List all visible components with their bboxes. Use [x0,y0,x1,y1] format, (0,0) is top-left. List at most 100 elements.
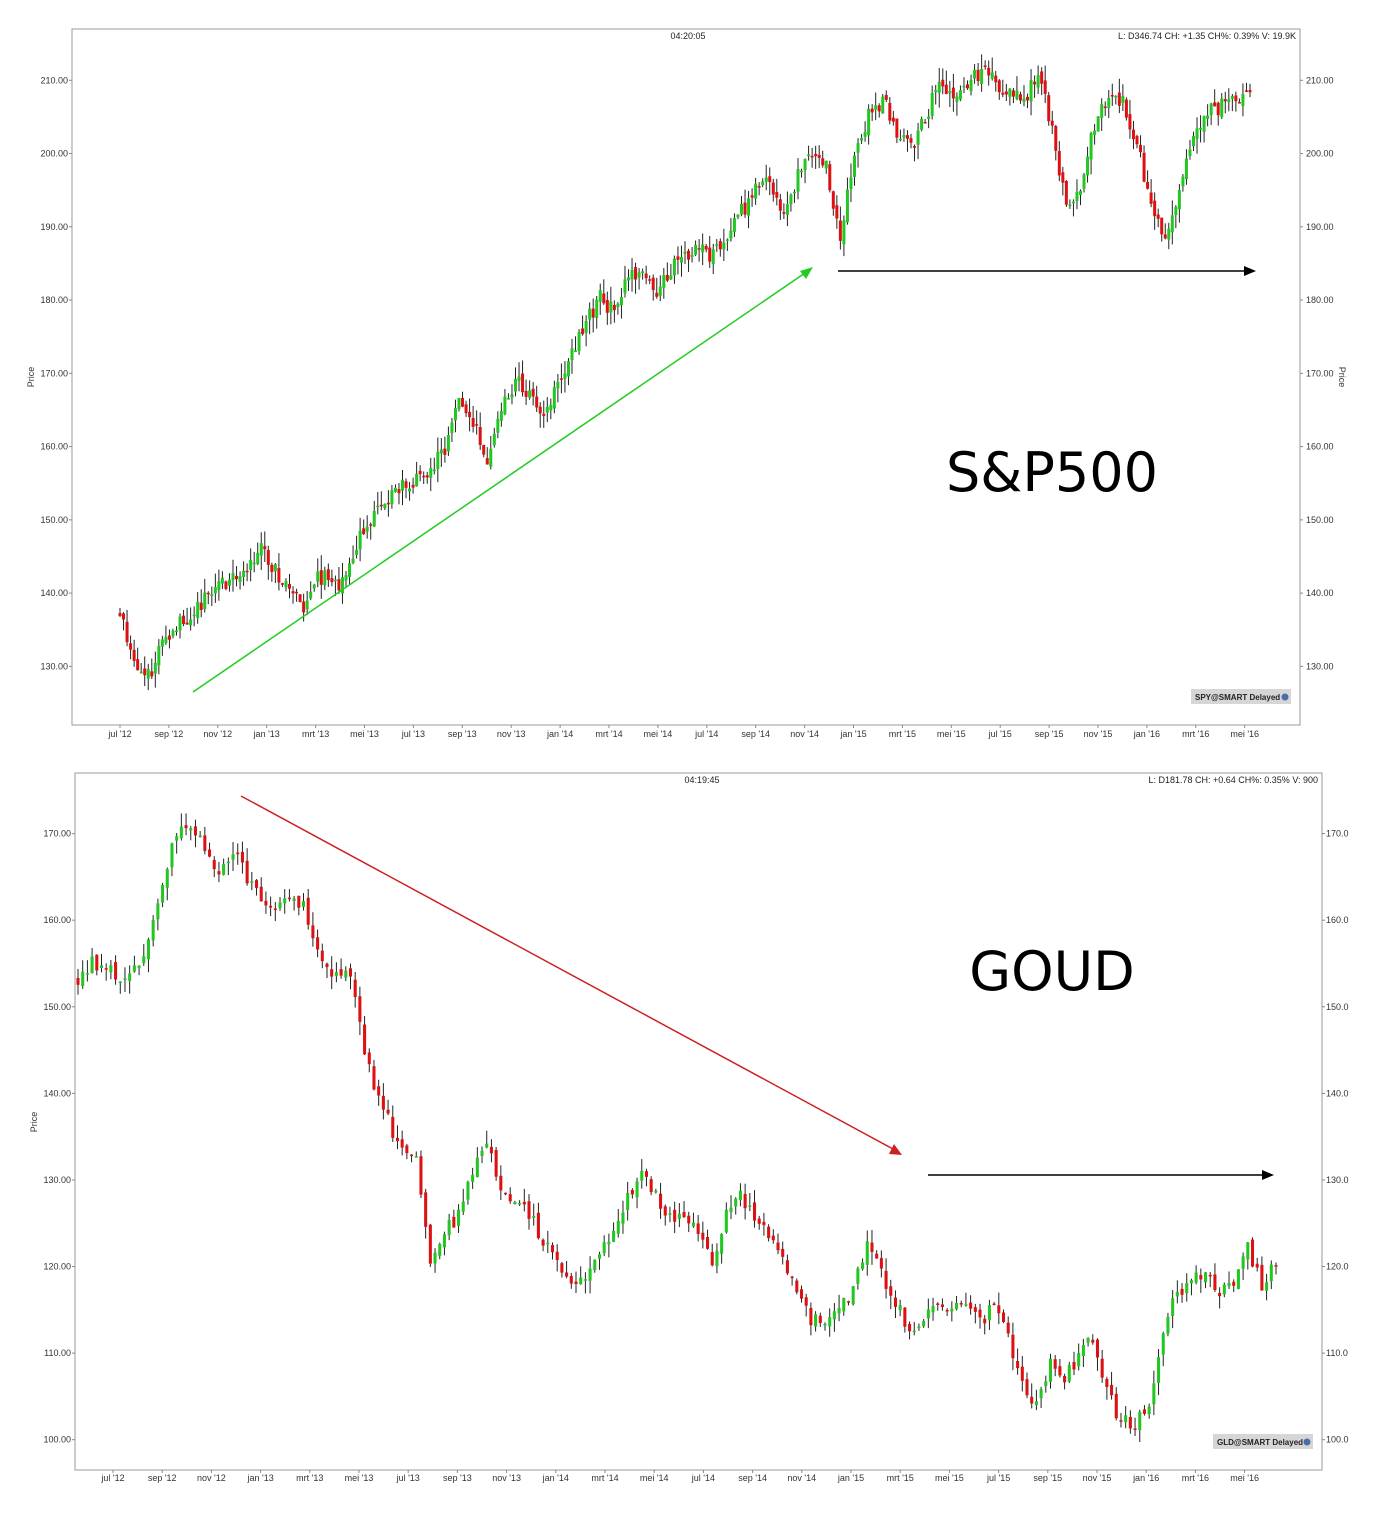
candle-body [496,418,500,433]
candle-body [208,849,212,857]
candle-body [1149,192,1153,204]
candle-body [184,825,188,829]
candle-body [489,448,493,467]
candle-body [165,869,169,888]
candle-body [662,275,666,288]
candle-body [1020,1366,1024,1381]
candle-body [114,962,118,980]
candle-body [109,965,113,973]
candle-body [835,205,839,219]
candle-body [863,131,867,137]
candle-body [634,267,638,280]
x-tick-label: jan '14 [542,1473,569,1483]
candle-body [224,581,228,589]
candle-body [1033,81,1037,85]
x-tick-label: nov '15 [1083,1473,1112,1483]
candle-body [978,1309,982,1318]
candle-body [1067,1364,1071,1382]
candle-body [446,435,450,452]
candle-body [704,245,708,250]
candle-body [804,1297,808,1306]
gold-label: GOUD [969,940,1134,1003]
candle-body [468,411,472,418]
candle-body [789,194,793,205]
candle-body [125,621,129,643]
candle-body [1048,1358,1053,1382]
candle-body [673,1209,677,1222]
candle-body [76,978,80,985]
candle-body [419,1156,423,1195]
candle-body [344,575,348,581]
candle-body [1124,99,1128,118]
candle-body [337,579,341,591]
candle-body [499,411,503,421]
candle-body [212,859,216,870]
candle-body [706,1236,710,1249]
candle-body [659,1193,663,1209]
y-tick-label-right: 170.00 [1306,368,1334,378]
candle-body [1086,1337,1090,1343]
candle-body [379,504,383,507]
candle-body [367,1052,371,1065]
candle-body [1064,181,1068,205]
candle-body [860,137,864,141]
candle-body [875,1253,879,1259]
candle-body [902,135,906,138]
candle-body [369,524,373,526]
candle-body [747,198,751,216]
candle-body [1119,1420,1123,1422]
candle-body [353,979,357,998]
candle-body [424,1192,428,1227]
candle-body [891,117,895,122]
candle-body [333,579,337,582]
candle-body [1222,1284,1226,1295]
candle-body [235,575,239,580]
y-axis-label-left: Price [26,367,36,388]
candle-body [161,884,165,903]
candle-body [799,1289,804,1299]
candle-body [397,489,401,494]
candle-body [1068,204,1072,207]
y-tick-label: 140.00 [43,1088,71,1098]
candle-body [508,1194,512,1202]
candle-body [574,350,578,353]
candle-body [1234,95,1238,102]
candle-body [1030,1396,1034,1404]
candle-body [1265,1282,1269,1291]
candle-body [658,286,662,296]
candle-body [123,978,127,980]
candle-body [644,1171,648,1177]
candle-body [619,297,623,306]
candle-body [959,1303,963,1305]
candle-body [129,643,133,650]
candle-body [175,836,179,841]
candle-body [837,1307,841,1314]
candle-body [948,91,952,94]
candle-body [1152,1383,1156,1405]
candle-body [838,220,842,241]
candle-body [969,1302,973,1309]
candle-body [729,1207,733,1212]
x-tick-label: sep '14 [741,729,770,739]
candle-body [941,79,945,87]
candle-body [1188,149,1192,157]
candle-body [1008,88,1012,97]
candle-body [691,1222,695,1227]
y-tick-label-right: 160.0 [1326,915,1349,925]
candle-body [767,1226,771,1239]
candle-body [701,1232,705,1240]
candle-body [1269,1264,1273,1282]
candle-body [122,613,126,620]
candle-body [1223,99,1227,102]
candle-body [381,1095,385,1110]
candle-body [1199,1275,1203,1280]
candle-body [1114,95,1118,98]
candle-body [690,254,694,257]
candle-body [1175,1291,1179,1297]
candle-body [452,1216,456,1228]
candle-body [823,1323,827,1326]
candle-body [263,546,267,550]
y-tick-label-right: 200.00 [1306,149,1334,159]
candle-body [934,90,938,93]
candle-body [157,645,161,666]
